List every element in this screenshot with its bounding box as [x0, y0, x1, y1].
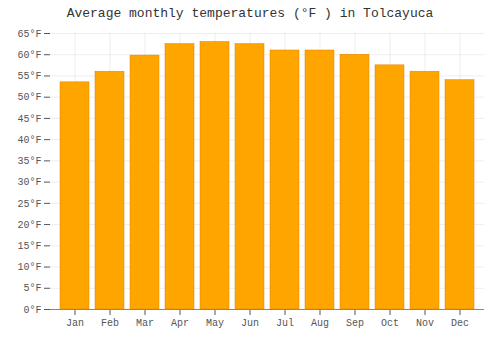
svg-text:Sep: Sep: [346, 318, 364, 329]
svg-text:0°F: 0°F: [23, 305, 41, 316]
svg-text:10°F: 10°F: [17, 262, 41, 273]
svg-text:15°F: 15°F: [17, 241, 41, 252]
svg-text:Mar: Mar: [136, 318, 154, 329]
svg-text:Dec: Dec: [451, 318, 469, 329]
svg-text:5°F: 5°F: [23, 283, 41, 294]
svg-text:40°F: 40°F: [17, 135, 41, 146]
svg-text:50°F: 50°F: [17, 92, 41, 103]
svg-text:65°F: 65°F: [17, 29, 41, 40]
svg-text:Jun: Jun: [241, 318, 259, 329]
svg-text:Jan: Jan: [66, 318, 84, 329]
svg-text:Aug: Aug: [311, 318, 329, 329]
svg-text:45°F: 45°F: [17, 114, 41, 125]
svg-text:Nov: Nov: [416, 318, 434, 329]
svg-text:35°F: 35°F: [17, 156, 41, 167]
svg-text:Apr: Apr: [171, 318, 189, 329]
svg-text:Jul: Jul: [276, 318, 294, 329]
svg-text:Feb: Feb: [101, 318, 119, 329]
svg-text:60°F: 60°F: [17, 50, 41, 61]
svg-text:20°F: 20°F: [17, 220, 41, 231]
svg-text:May: May: [206, 318, 224, 329]
svg-text:30°F: 30°F: [17, 177, 41, 188]
svg-text:55°F: 55°F: [17, 71, 41, 82]
html-text:Average monthly temperatures (: Average monthly temperatures (°F ) in To…: [66, 6, 434, 21]
svg-text:Oct: Oct: [381, 318, 399, 329]
svg-text:25°F: 25°F: [17, 199, 41, 210]
